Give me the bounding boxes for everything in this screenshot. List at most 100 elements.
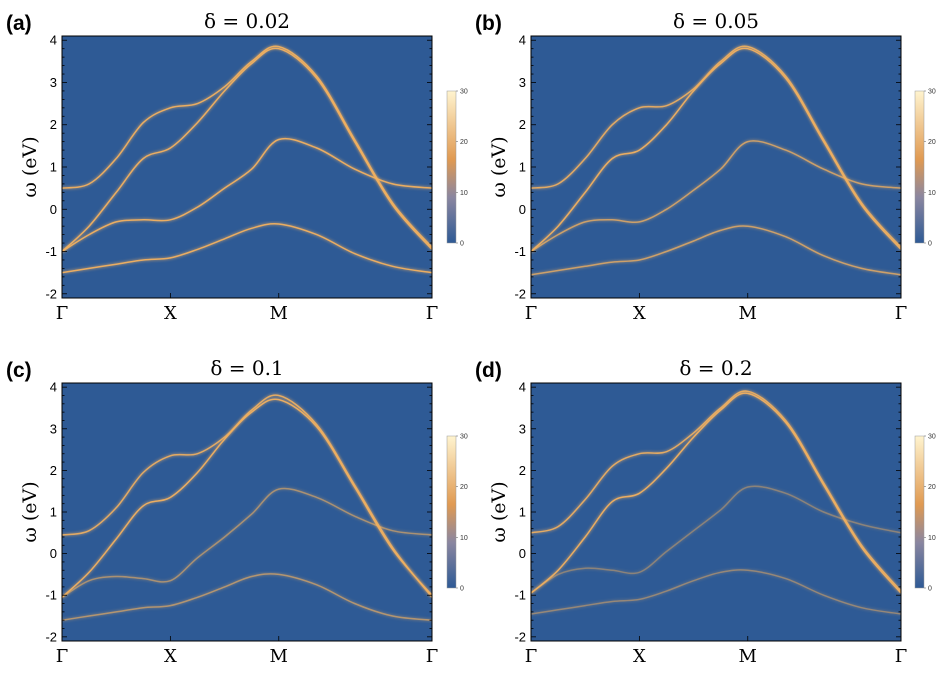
x-tick-label: X bbox=[164, 646, 177, 667]
x-tick-label: Γ bbox=[895, 646, 908, 667]
x-tick-label: Γ bbox=[426, 303, 439, 324]
y-tick-label: 0 bbox=[519, 202, 526, 217]
y-tick-label: -2 bbox=[45, 629, 57, 644]
y-tick-label: 4 bbox=[50, 33, 57, 48]
colorbar-tick-label: 10 bbox=[928, 190, 936, 197]
y-tick-label: 0 bbox=[519, 546, 526, 561]
panel-label: (b) bbox=[475, 12, 502, 35]
plot-background bbox=[62, 36, 432, 298]
panel-title: δ = 0.02 bbox=[204, 9, 290, 33]
colorbar-tick-label: 20 bbox=[928, 139, 936, 146]
colorbar-tick-label: 30 bbox=[460, 434, 468, 441]
band-glow-2 bbox=[531, 484, 901, 595]
band-line-3 bbox=[531, 225, 901, 276]
x-tick-label: Γ bbox=[525, 303, 538, 324]
colorbar-tick-label: 0 bbox=[460, 241, 464, 248]
y-tick-label: -1 bbox=[45, 244, 57, 259]
band-glow-3 bbox=[531, 568, 901, 616]
colorbar-tick-label: 20 bbox=[460, 139, 468, 146]
y-tick-label: 3 bbox=[50, 421, 57, 436]
y-tick-label: 3 bbox=[50, 75, 57, 90]
colorbar-tick-label: 20 bbox=[460, 484, 468, 491]
colorbar-tick-label: 30 bbox=[928, 89, 936, 96]
x-tick-label: M bbox=[270, 303, 288, 324]
y-tick-label: 2 bbox=[50, 117, 57, 132]
y-tick-label: 2 bbox=[50, 463, 57, 478]
bands bbox=[62, 44, 432, 275]
y-tick-label: -2 bbox=[514, 629, 526, 644]
x-tick-label: Γ bbox=[525, 646, 538, 667]
panel-label: (a) bbox=[6, 12, 32, 35]
x-tick-label: M bbox=[739, 303, 757, 324]
band-line-4 bbox=[62, 45, 432, 248]
y-axis-label: ω (eV) bbox=[19, 481, 41, 542]
y-tick-label: -1 bbox=[514, 588, 526, 603]
y-axis-label: ω (eV) bbox=[488, 136, 510, 197]
panel-title: δ = 0.2 bbox=[679, 356, 752, 380]
panel-label: (d) bbox=[475, 359, 502, 382]
band-line-3 bbox=[62, 573, 432, 621]
y-tick-label: 1 bbox=[519, 505, 526, 520]
colorbar-tick-label: 0 bbox=[928, 586, 932, 593]
colorbar-tick-label: 20 bbox=[928, 484, 936, 491]
band-line-2 bbox=[62, 137, 432, 253]
band-line-4 bbox=[62, 394, 432, 598]
band-line-4 bbox=[531, 45, 901, 248]
x-tick-label: Γ bbox=[56, 303, 69, 324]
colorbar bbox=[914, 90, 925, 244]
colorbar bbox=[446, 435, 457, 589]
colorbar-tick-label: 0 bbox=[928, 241, 932, 248]
bands bbox=[531, 44, 901, 277]
colorbar-tick-label: 0 bbox=[460, 586, 464, 593]
y-axis-label: ω (eV) bbox=[488, 481, 510, 542]
x-tick-label: Γ bbox=[56, 646, 69, 667]
x-tick-label: X bbox=[164, 303, 177, 324]
band-line-3 bbox=[531, 569, 901, 615]
y-tick-label: -1 bbox=[514, 244, 526, 259]
band-line-2 bbox=[531, 485, 901, 594]
y-tick-label: 3 bbox=[519, 75, 526, 90]
colorbar-tick-label: 30 bbox=[460, 89, 468, 96]
panel-title: δ = 0.1 bbox=[210, 356, 283, 380]
y-tick-label: 3 bbox=[519, 421, 526, 436]
plot-background bbox=[531, 36, 901, 298]
band-line-2 bbox=[62, 487, 432, 598]
y-tick-label: 0 bbox=[50, 546, 57, 561]
y-tick-label: 1 bbox=[50, 160, 57, 175]
x-tick-label: Γ bbox=[426, 646, 439, 667]
plot-background bbox=[62, 383, 432, 641]
y-tick-label: 4 bbox=[519, 380, 526, 395]
y-tick-label: 2 bbox=[519, 117, 526, 132]
band-line-2 bbox=[531, 140, 901, 253]
panel-label: (c) bbox=[6, 359, 32, 382]
y-tick-label: -2 bbox=[45, 286, 57, 301]
band-line-4 bbox=[531, 390, 901, 592]
panel-title: δ = 0.05 bbox=[673, 9, 759, 33]
y-axis-label: ω (eV) bbox=[19, 136, 41, 197]
band-line-3 bbox=[62, 223, 432, 274]
x-tick-label: X bbox=[633, 303, 646, 324]
bands bbox=[62, 393, 432, 622]
colorbar-tick-label: 30 bbox=[928, 434, 936, 441]
x-tick-label: Γ bbox=[895, 303, 908, 324]
y-tick-label: 1 bbox=[50, 505, 57, 520]
colorbar-tick-label: 10 bbox=[460, 190, 468, 197]
y-tick-label: 2 bbox=[519, 463, 526, 478]
colorbar bbox=[914, 435, 925, 589]
y-tick-label: 4 bbox=[519, 33, 526, 48]
colorbar-tick-label: 10 bbox=[460, 535, 468, 542]
y-tick-label: 4 bbox=[50, 380, 57, 395]
y-tick-label: -1 bbox=[45, 588, 57, 603]
x-tick-label: X bbox=[633, 646, 646, 667]
colorbar bbox=[446, 90, 457, 244]
colorbar-tick-label: 10 bbox=[928, 535, 936, 542]
x-tick-label: M bbox=[270, 646, 288, 667]
x-tick-label: M bbox=[739, 646, 757, 667]
bands bbox=[531, 389, 901, 616]
y-tick-label: -2 bbox=[514, 286, 526, 301]
